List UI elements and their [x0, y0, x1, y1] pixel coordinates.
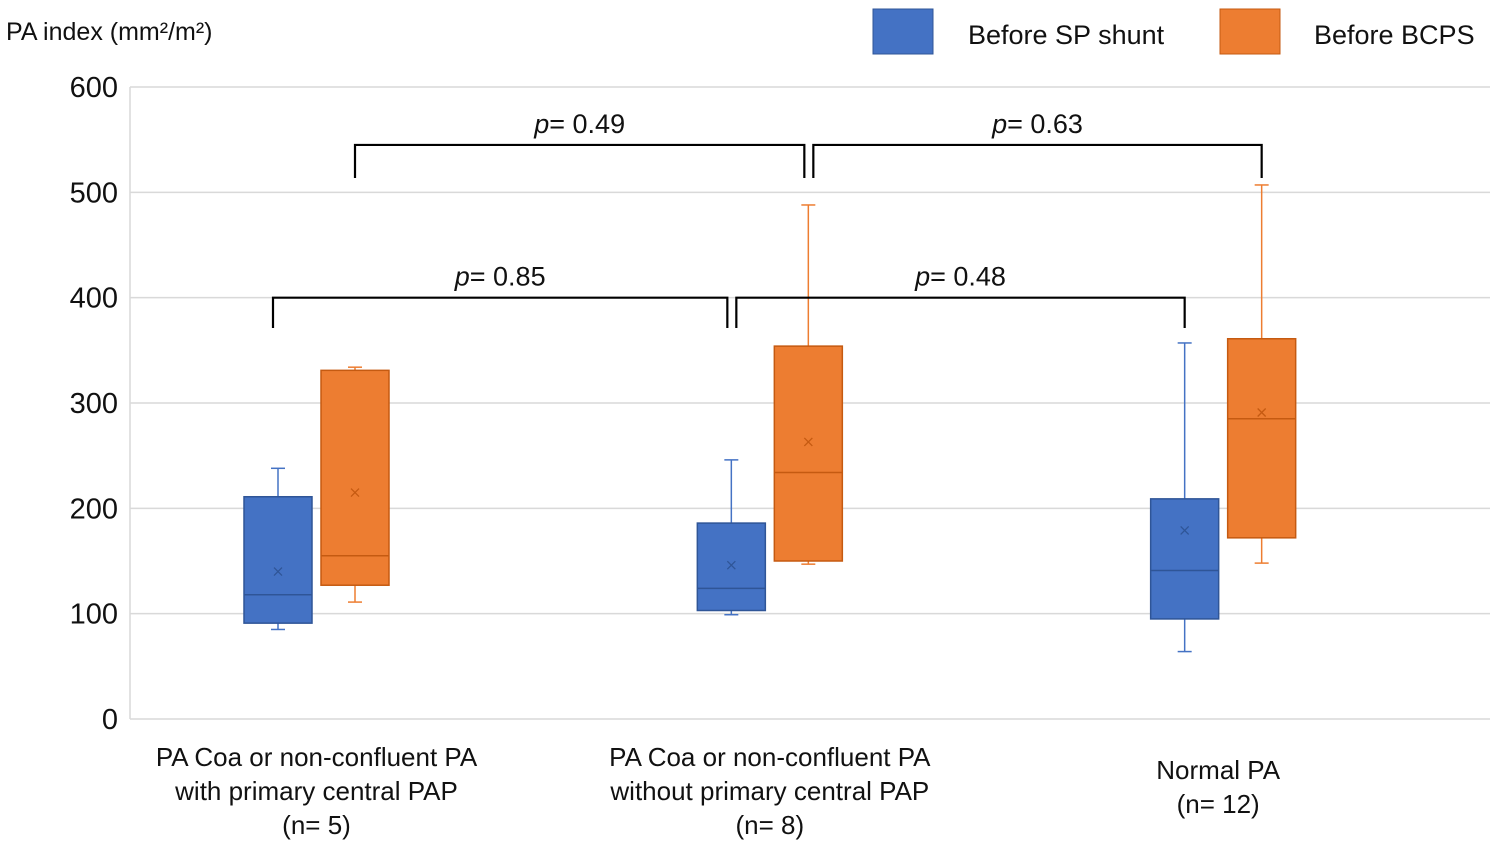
bracket-line: [353, 143, 806, 178]
bracket-line: [735, 296, 1186, 328]
box-0-1: [696, 459, 767, 616]
mean-marker: [273, 567, 283, 576]
p-value-bracket: p= 0.48: [735, 262, 1186, 328]
x-tick-label: (n= 12): [1177, 789, 1260, 819]
x-tick-label: Normal PA: [1156, 755, 1280, 785]
y-tick-label: 300: [70, 388, 118, 420]
x-tick-label: (n= 5): [282, 810, 351, 840]
y-tick-label: 100: [70, 599, 118, 631]
legend-label: Before BCPS: [1314, 20, 1475, 50]
y-tick-label: 200: [70, 493, 118, 525]
x-tick-labels: PA Coa or non-confluent PA with primary c…: [156, 742, 1281, 840]
x-tick-label: with primary central PAP: [174, 776, 458, 806]
p-value-bracket: p= 0.63: [812, 109, 1263, 178]
y-tick-label: 0: [102, 704, 118, 736]
box-1-1: [773, 204, 844, 565]
p-value-label: p= 0.63: [991, 109, 1083, 139]
p-value-label: p= 0.85: [454, 262, 546, 292]
y-axis-label: PA index (mm²/m²): [6, 18, 213, 46]
mean-marker: [350, 488, 360, 497]
legend-label: Before SP shunt: [968, 20, 1165, 50]
legend-item: Before BCPS: [1219, 8, 1475, 55]
y-tick-label: 600: [70, 72, 118, 104]
box-iqr: [243, 495, 313, 624]
boxes: [243, 184, 1297, 653]
box-iqr: [773, 345, 844, 562]
box-1-2: [1226, 184, 1297, 564]
y-tick-labels: 0 100 200 300 400 500 600: [70, 72, 118, 736]
legend-swatch: [872, 8, 934, 55]
p-value-label: p= 0.49: [533, 109, 625, 139]
box-0-0: [243, 467, 313, 631]
box-iqr: [1149, 498, 1220, 620]
p-value-bracket: p= 0.85: [271, 262, 729, 328]
box-iqr: [1226, 337, 1297, 539]
box-iqr: [320, 369, 390, 586]
x-tick-label: PA Coa or non-confluent PA: [609, 742, 931, 772]
x-tick-label: (n= 8): [736, 810, 805, 840]
legend-swatch: [1219, 8, 1281, 55]
mean-marker: [1257, 408, 1267, 417]
bracket-line: [271, 296, 729, 328]
bracket-line: [812, 143, 1263, 178]
legend: Before SP shunt Before BCPS: [872, 8, 1475, 55]
legend-item: Before SP shunt: [872, 8, 1165, 55]
y-tick-label: 400: [70, 283, 118, 315]
p-value-brackets: p= 0.49 p= 0.63 p= 0.85 p= 0.48: [271, 109, 1263, 328]
box-iqr: [696, 522, 767, 612]
box-1-0: [320, 366, 390, 603]
mean-marker: [1180, 525, 1190, 535]
y-tick-label: 500: [70, 177, 118, 209]
mean-marker: [726, 560, 736, 570]
p-value-bracket: p= 0.49: [353, 109, 806, 178]
box-0-2: [1149, 342, 1220, 653]
x-tick-label: without primary central PAP: [609, 776, 929, 806]
mean-marker: [803, 437, 813, 447]
x-tick-label: PA Coa or non-confluent PA: [156, 742, 478, 772]
p-value-label: p= 0.48: [914, 262, 1006, 292]
